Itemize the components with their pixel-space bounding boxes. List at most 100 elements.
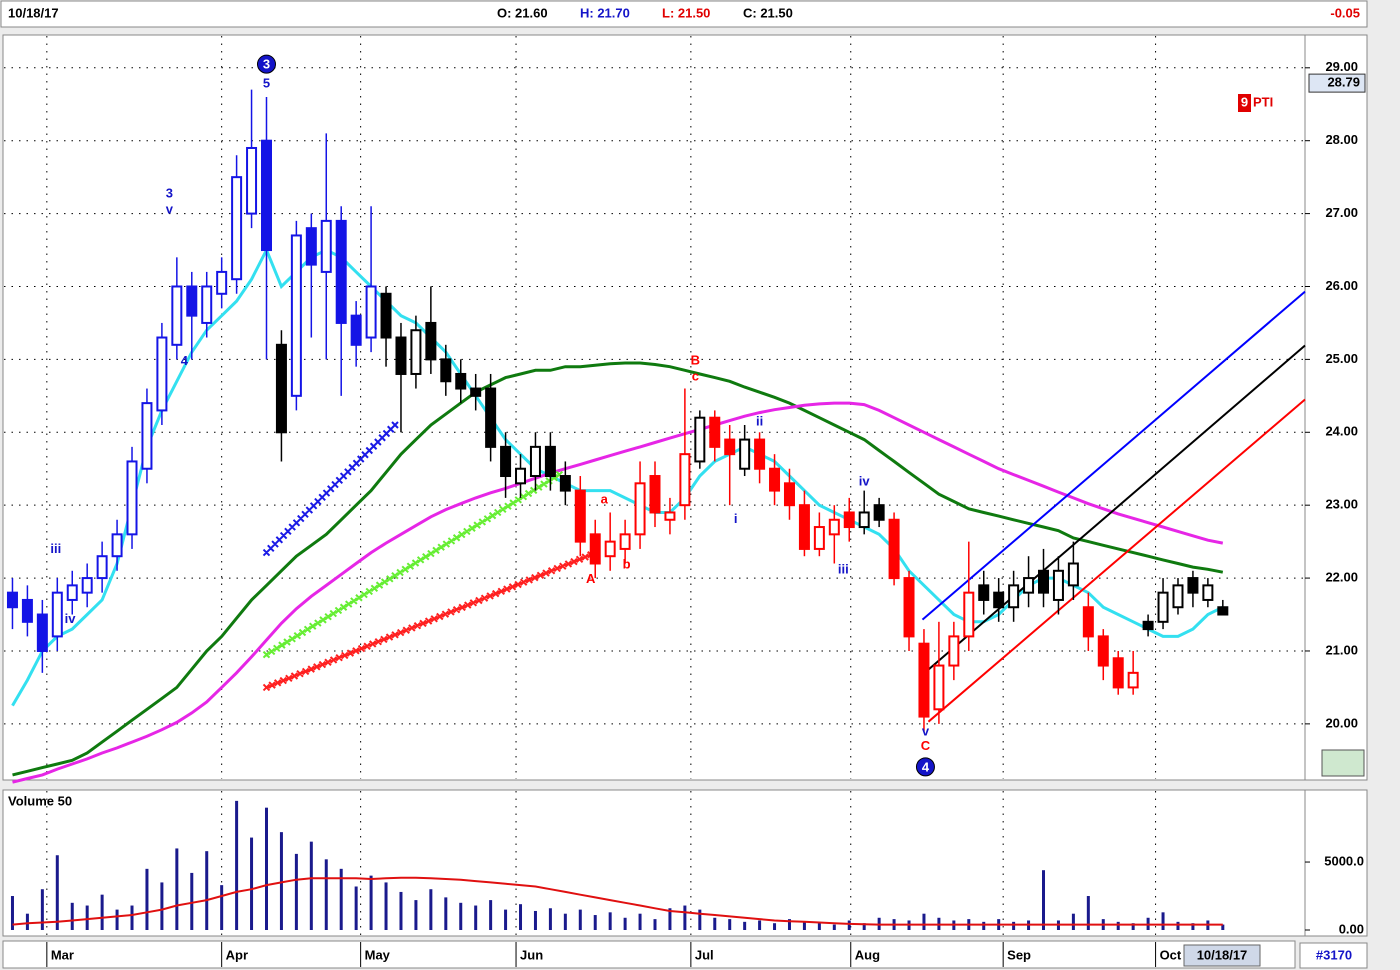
candle-body	[126, 460, 138, 536]
header-change: -0.05	[1330, 5, 1360, 20]
x-tick-label: Sep	[1007, 947, 1031, 962]
moving-average	[12, 361, 1224, 777]
candle-body	[1097, 635, 1109, 667]
header-close: C: 21.50	[743, 5, 793, 20]
candle-body	[66, 584, 78, 601]
volume-bar	[847, 920, 851, 930]
volume-bar	[982, 921, 986, 930]
wave-label: a	[601, 492, 609, 507]
volume-bar	[339, 868, 343, 930]
volume-bar	[429, 889, 433, 930]
x-tick-label: Aug	[855, 947, 880, 962]
wave-label: c	[692, 368, 699, 383]
price-axis	[1304, 34, 1368, 781]
volume-bar	[235, 800, 239, 930]
volume-bar	[10, 896, 14, 930]
volume-bar	[668, 908, 672, 930]
candle-body	[500, 445, 512, 478]
volume-average	[12, 876, 1223, 926]
x-tick-label: Mar	[51, 947, 74, 962]
candle-body	[380, 292, 392, 339]
badge-box	[1238, 94, 1251, 112]
y-tick-label: 28.00	[1325, 132, 1358, 147]
candle-body	[290, 234, 302, 397]
volume-bar	[160, 882, 164, 930]
footer-date: 10/18/17	[1197, 947, 1248, 962]
volume-bar	[294, 853, 298, 930]
candle-body	[858, 511, 870, 529]
icon	[1321, 749, 1365, 777]
volume-bar	[862, 923, 866, 930]
candle-body	[888, 518, 900, 580]
candle-body	[111, 533, 123, 558]
volume-bar	[698, 909, 702, 930]
candle-body	[1023, 577, 1035, 594]
wave-label: i	[734, 511, 738, 526]
candle-body	[440, 358, 452, 383]
marker-line	[262, 551, 595, 692]
badge-text: PTI	[1253, 94, 1273, 109]
volume-title: Volume 50	[8, 793, 72, 808]
candle-body	[933, 664, 945, 711]
price-panel	[2, 34, 1306, 781]
volume-bar	[578, 909, 582, 930]
x-tick-label: Apr	[226, 947, 248, 962]
candle-body	[754, 438, 766, 470]
candle-body	[81, 577, 93, 594]
candle-body	[365, 285, 377, 339]
x-tick-label: Jul	[695, 947, 714, 962]
candle-body	[1172, 584, 1184, 609]
volume-bar	[309, 841, 313, 930]
candle-body	[36, 613, 48, 652]
candle-body	[171, 285, 183, 346]
wave-label: v	[166, 201, 174, 216]
candle-body	[619, 533, 631, 550]
candle-body	[1187, 577, 1199, 594]
marker-line	[262, 421, 399, 557]
header-low: L: 21.50	[662, 5, 710, 20]
candle-body	[1038, 569, 1050, 594]
candle-body	[918, 642, 930, 718]
volume-bar	[414, 900, 418, 930]
y-tick-label: 27.00	[1325, 205, 1358, 220]
header-date: 10/18/17	[8, 5, 59, 20]
volume-bar	[758, 920, 762, 930]
volume-bar	[399, 891, 403, 930]
volume-bar	[25, 913, 29, 930]
candle-body	[978, 584, 990, 601]
candle-body	[903, 577, 915, 638]
marker-line	[262, 470, 564, 659]
candle-body	[574, 489, 586, 543]
y-tick-label: 20.00	[1325, 715, 1358, 730]
candle-body	[320, 219, 332, 273]
candle-body	[963, 591, 975, 638]
candle-body	[948, 635, 960, 667]
candle-body	[260, 139, 272, 252]
moving-average	[11, 246, 1224, 707]
wave-label: b	[623, 556, 631, 571]
candle-body	[873, 504, 885, 521]
candle-body	[1127, 671, 1139, 689]
candle-body	[813, 526, 825, 550]
candle-body	[604, 540, 616, 558]
x-tick-label: May	[365, 947, 391, 962]
x-tick-label: Oct	[1160, 947, 1182, 962]
wave-label: iv	[65, 611, 77, 626]
candle-body	[634, 482, 646, 536]
volume-bar	[713, 917, 717, 930]
candle-body	[1008, 584, 1020, 609]
trend-line	[927, 398, 1306, 723]
volume-bar	[190, 872, 194, 930]
volume-bar	[130, 905, 134, 930]
candle-body	[664, 511, 676, 521]
candle-body	[1142, 620, 1154, 631]
y-tick-label: 25.00	[1325, 351, 1358, 366]
footer-date-box	[1183, 944, 1261, 967]
candle-body	[515, 467, 527, 485]
candle-body	[1217, 606, 1229, 616]
volume-bar	[1116, 921, 1120, 930]
volume-bar	[683, 905, 687, 930]
volume-bar	[802, 921, 806, 930]
wave-circle	[256, 54, 276, 74]
